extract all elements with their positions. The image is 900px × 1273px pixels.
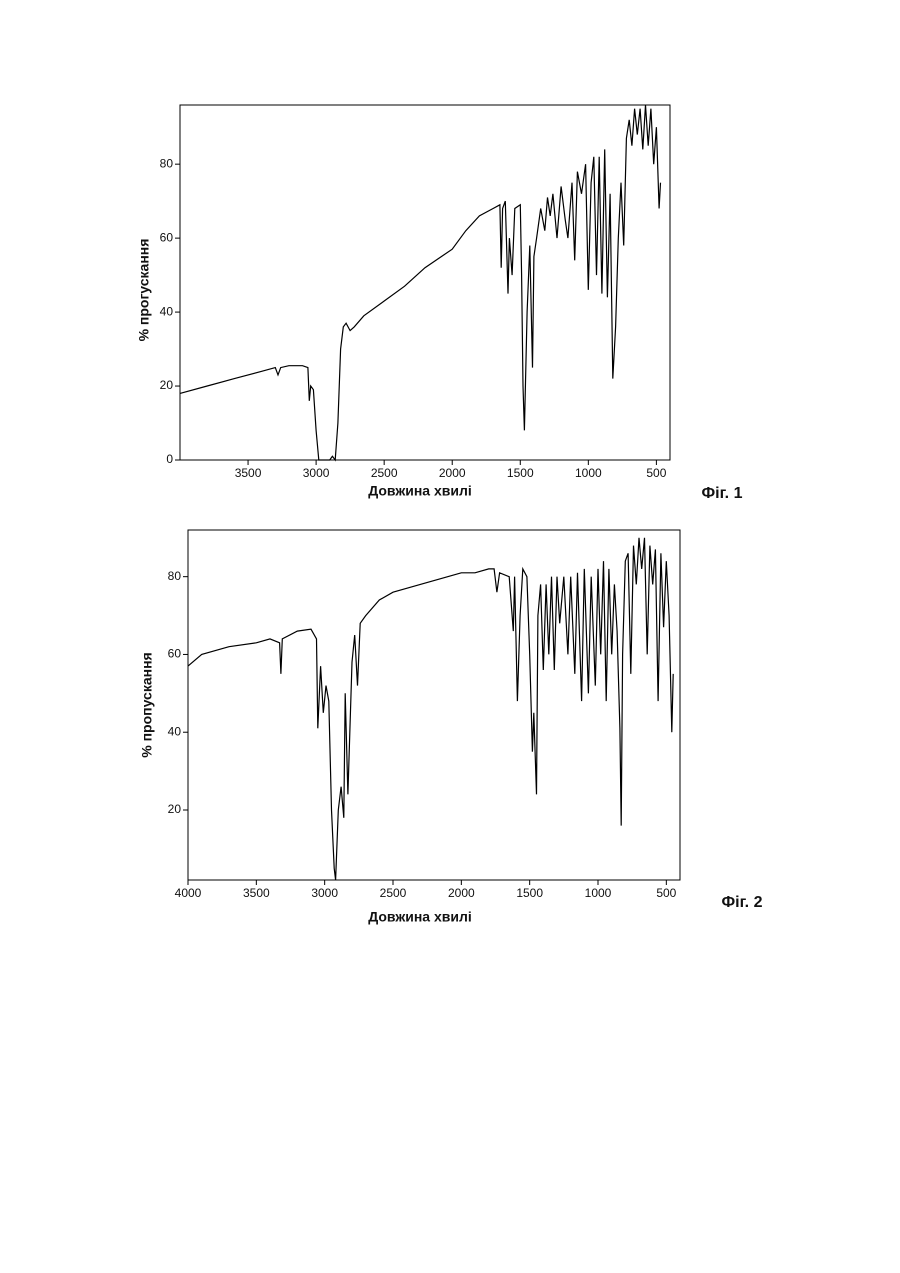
plot-frame: [180, 105, 670, 460]
x-tick-label: 1500: [516, 886, 543, 900]
x-tick-label: 1000: [585, 886, 612, 900]
x-tick-label: 4000: [175, 886, 202, 900]
x-tick-label: 3500: [235, 466, 262, 480]
y-axis-label: % прогускання: [136, 239, 152, 342]
x-tick-label: 2000: [448, 886, 475, 900]
y-tick-label: 20: [160, 378, 174, 392]
x-tick-label: 500: [646, 466, 666, 480]
y-tick-label: 80: [168, 569, 182, 583]
x-tick-label: 3000: [311, 886, 338, 900]
x-tick-label: 1500: [507, 466, 534, 480]
y-tick-label: 20: [168, 802, 182, 816]
x-tick-label: 500: [656, 886, 676, 900]
x-axis-label: Довжина хвилі: [368, 909, 472, 925]
page: 3500 3000 2500 2000 1500 1000 500 0 20 40 60 80 Довж…: [0, 0, 900, 1273]
x-tick-label: 2000: [439, 466, 466, 480]
x-tick-label: 2500: [380, 886, 407, 900]
x-tick-label: 1000: [575, 466, 602, 480]
y-axis-label: % пропускання: [139, 652, 155, 757]
y-tick-label: 40: [160, 304, 174, 318]
figure-label: Фіг. 2: [722, 894, 763, 911]
y-tick-label: 0: [166, 452, 173, 466]
y-tick-label: 60: [160, 230, 174, 244]
x-axis-label: Довжина хвилі: [368, 483, 472, 499]
y-tick-label: 60: [168, 647, 182, 661]
x-tick-label: 3500: [243, 886, 270, 900]
x-tick-label: 2500: [371, 466, 398, 480]
x-tick-label: 3000: [303, 466, 330, 480]
y-tick-label: 40: [168, 724, 182, 738]
spectrum-line: [188, 538, 673, 880]
spectrum-line: [180, 105, 661, 460]
figure-label: Фіг. 1: [702, 485, 743, 502]
y-tick-label: 80: [160, 156, 174, 170]
plot-frame: [188, 530, 680, 880]
